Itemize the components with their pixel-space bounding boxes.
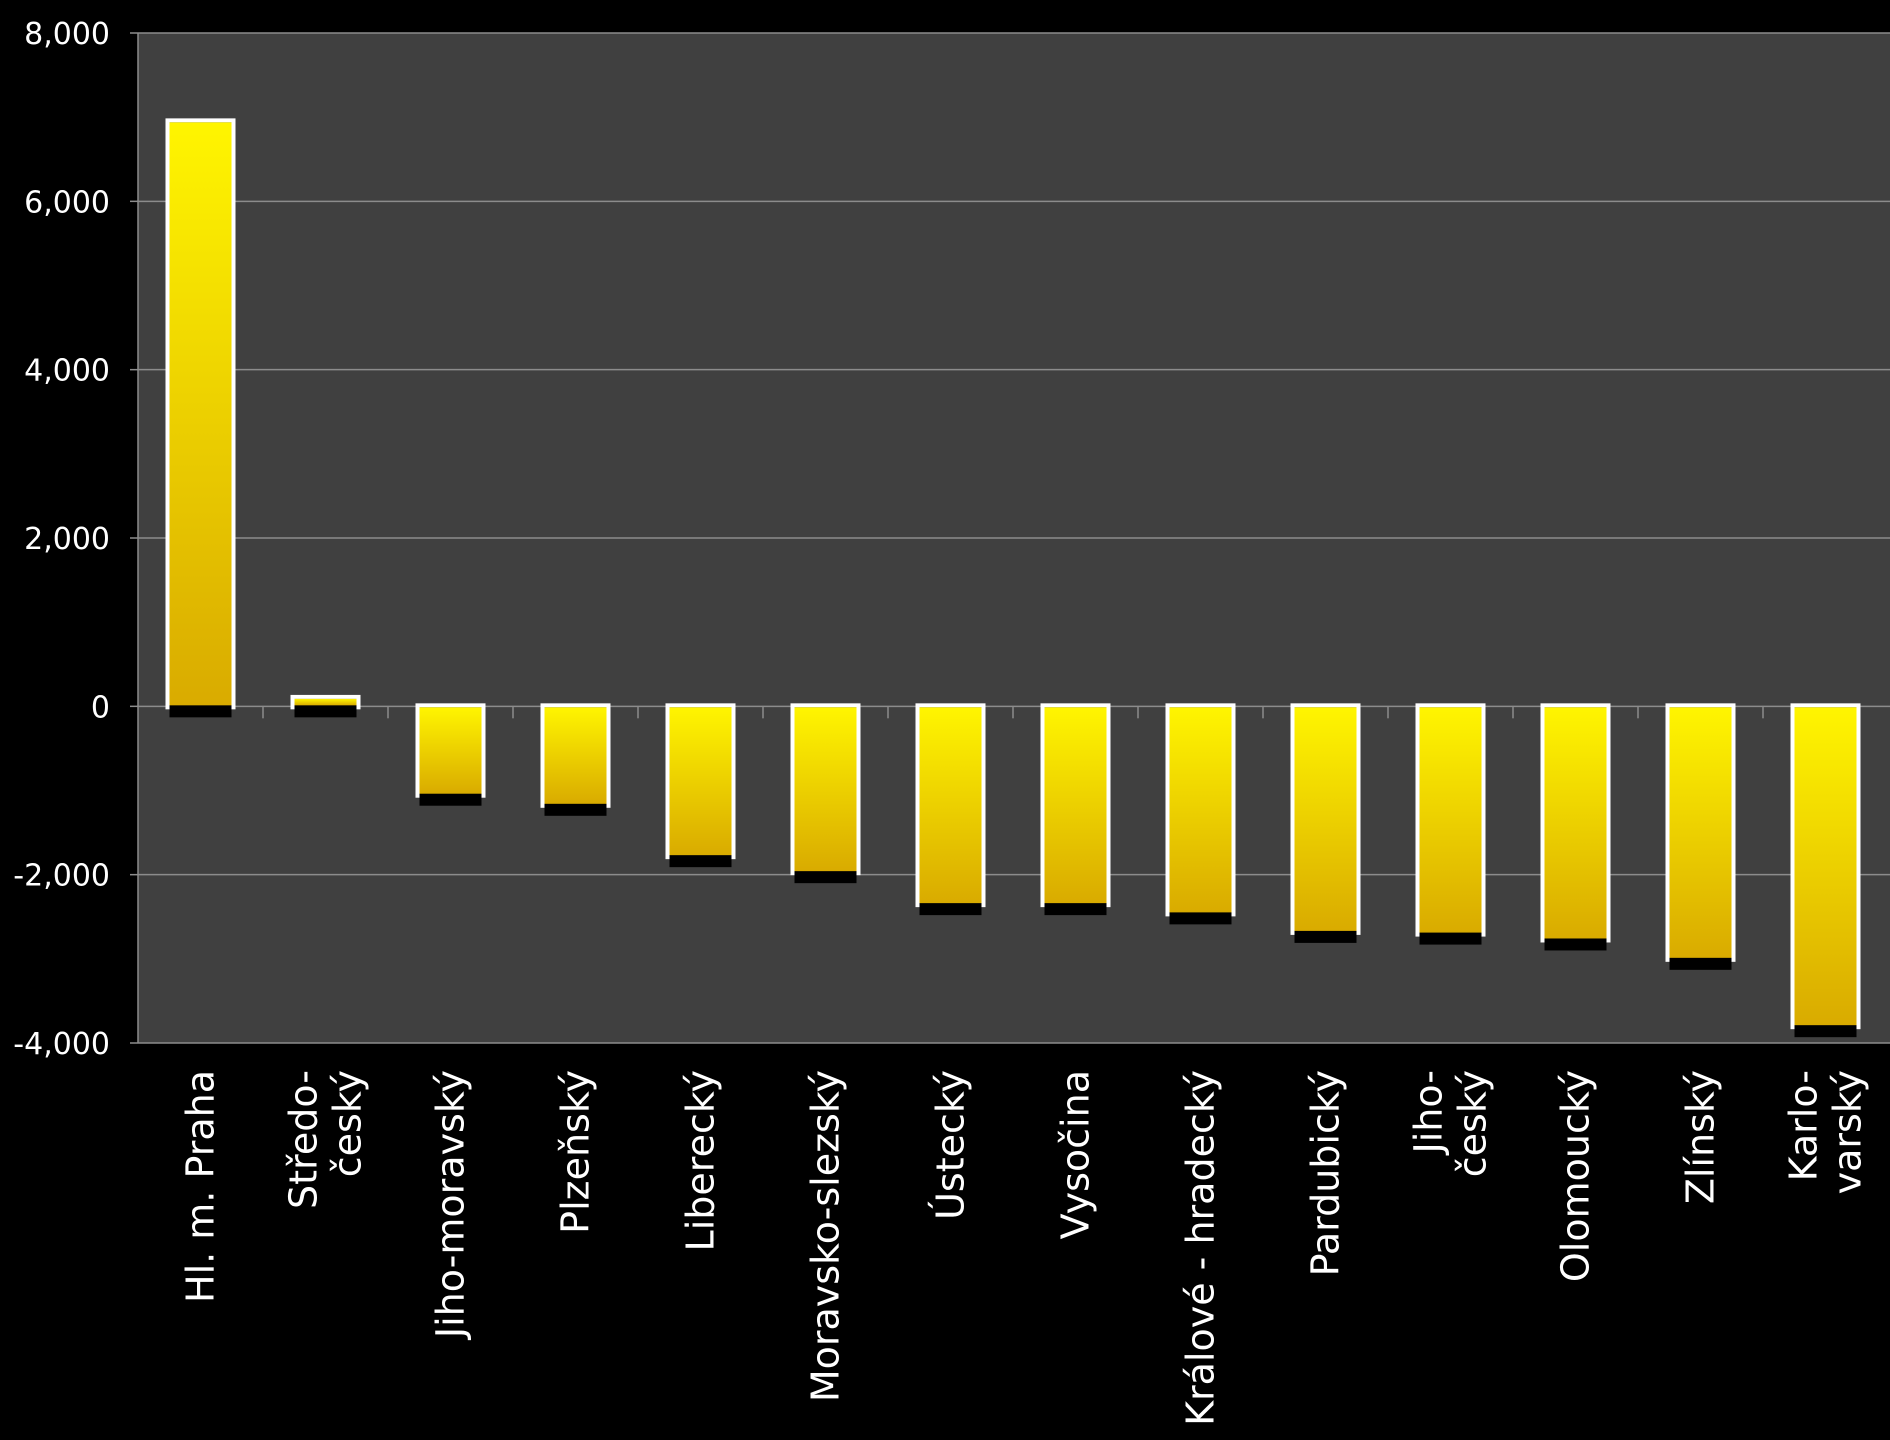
y-tick-label: -4,000 [13,1027,110,1062]
bar-fill [1544,707,1607,939]
y-tick-label: 2,000 [24,522,110,557]
category-label: varský [1826,1070,1870,1194]
category-label: Vysočina [1054,1070,1098,1239]
bar [1165,703,1236,925]
bar [915,703,986,916]
y-tick-label: 0 [91,690,110,725]
category-label: Karlo- [1782,1070,1826,1181]
category-label: Pardubický [1304,1070,1348,1276]
y-tick-label: 6,000 [24,185,110,220]
y-tick-label: -2,000 [13,859,110,894]
bar [1290,703,1361,943]
category-label: Králové - hradecký [1179,1070,1223,1426]
y-tick-label: 4,000 [24,354,110,389]
y-axis: 8,000 6,000 4,000 2,000 0 -2,000 -4,000 [13,17,139,1062]
bar [790,703,861,884]
gridlines [138,32,1890,1044]
bar [290,694,361,718]
y-tick-label: 8,000 [24,17,110,52]
bar-fill [1294,707,1357,931]
bar [1540,703,1611,951]
bar-fill [419,707,482,794]
bars [165,118,1861,1038]
bar [415,703,486,806]
bar-fill [1169,707,1232,913]
category-label: český [326,1070,370,1177]
bar [1665,703,1736,970]
bar-fill [794,707,857,872]
category-label: Plzeňský [554,1070,598,1234]
bar-fill [294,698,357,706]
bar-fill [669,707,732,856]
category-label: Jiho- [1407,1070,1451,1156]
bar [1790,703,1861,1038]
category-label: Hl. m. Praha [179,1070,223,1303]
bar-fill [544,707,607,804]
x-axis-labels: Hl. m. Praha Středo-český Jiho-moravský Plz… [179,1070,1870,1426]
category-label: Jiho-moravský [429,1070,473,1340]
category-label: Liberecký [679,1070,723,1251]
bar-fill [1794,707,1857,1026]
category-label: Zlínský [1679,1070,1723,1204]
category-label: Středo- [282,1070,326,1209]
category-label: Moravsko-slezský [804,1070,848,1402]
bar-fill [1044,707,1107,904]
bar [540,703,611,816]
bar-fill [1419,707,1482,933]
category-label: český [1451,1070,1495,1177]
bar-fill [169,122,232,706]
bar [1040,703,1111,916]
bar [165,118,236,718]
category-label: Ústecký [929,1070,973,1220]
bar-fill [919,707,982,904]
category-label: Olomoucký [1554,1070,1598,1282]
bar [1415,703,1486,945]
bar [665,703,736,868]
bar-fill [1669,707,1732,958]
